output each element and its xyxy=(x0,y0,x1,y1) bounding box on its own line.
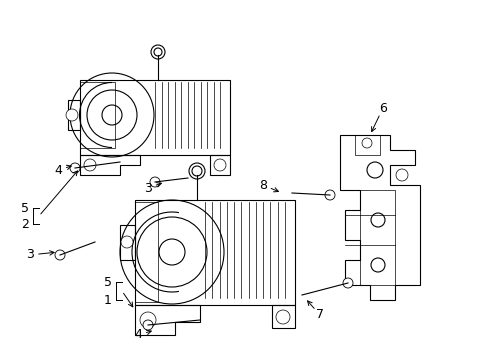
Circle shape xyxy=(342,278,352,288)
Text: 5: 5 xyxy=(21,202,29,215)
Text: 3: 3 xyxy=(26,248,34,261)
Circle shape xyxy=(366,162,382,178)
Circle shape xyxy=(189,163,204,179)
Circle shape xyxy=(325,190,334,200)
Circle shape xyxy=(151,45,164,59)
Circle shape xyxy=(370,258,384,272)
Text: 6: 6 xyxy=(378,102,386,114)
Text: 8: 8 xyxy=(259,179,266,192)
Circle shape xyxy=(66,109,78,121)
Circle shape xyxy=(142,320,153,330)
Circle shape xyxy=(70,163,80,173)
Text: 2: 2 xyxy=(21,217,29,230)
Circle shape xyxy=(395,169,407,181)
Circle shape xyxy=(150,177,160,187)
Circle shape xyxy=(214,159,225,171)
Text: 4: 4 xyxy=(54,163,62,176)
Circle shape xyxy=(370,213,384,227)
Circle shape xyxy=(121,236,133,248)
Text: 7: 7 xyxy=(315,309,324,321)
Text: 5: 5 xyxy=(104,275,112,288)
Text: 1: 1 xyxy=(104,293,112,306)
Circle shape xyxy=(55,250,65,260)
Text: 3: 3 xyxy=(144,181,152,194)
Circle shape xyxy=(275,310,289,324)
Circle shape xyxy=(84,159,96,171)
Circle shape xyxy=(140,312,156,328)
Text: 4: 4 xyxy=(134,328,142,342)
Circle shape xyxy=(361,138,371,148)
